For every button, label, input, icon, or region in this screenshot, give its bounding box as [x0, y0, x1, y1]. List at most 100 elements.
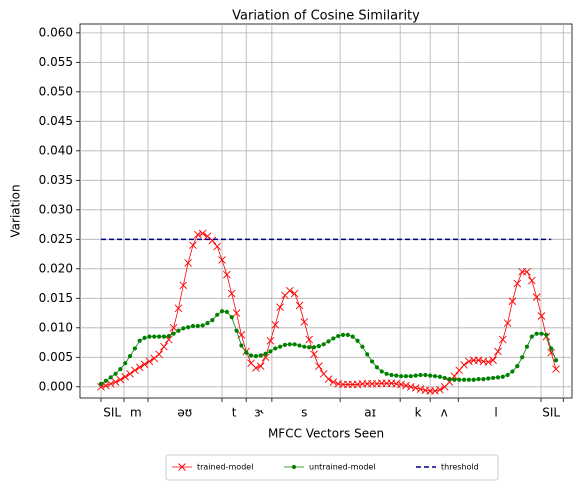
- x-tick-label: t: [232, 406, 237, 420]
- data-point: [258, 353, 263, 358]
- data-point: [102, 381, 110, 390]
- data-point: [166, 333, 171, 339]
- data-point: [537, 312, 546, 320]
- y-tick-label: 0.040: [39, 143, 73, 157]
- data-point: [108, 375, 113, 380]
- data-point: [321, 342, 326, 347]
- data-point: [423, 372, 428, 378]
- data-point: [147, 334, 152, 339]
- data-point: [394, 373, 399, 378]
- data-point: [534, 331, 539, 336]
- data-point: [331, 336, 336, 341]
- y-tick-label: 0.030: [39, 202, 73, 216]
- data-point: [431, 387, 439, 395]
- data-point: [263, 351, 268, 356]
- data-point: [186, 325, 191, 330]
- data-point: [169, 323, 178, 332]
- data-point: [142, 335, 147, 340]
- data-point: [116, 375, 125, 384]
- x-tick-label: l: [494, 406, 497, 420]
- data-point: [495, 375, 501, 380]
- x-tick-label: əʊ: [177, 406, 192, 420]
- data-point: [484, 358, 493, 366]
- data-point: [315, 362, 323, 370]
- data-point: [310, 350, 318, 359]
- data-point: [457, 377, 462, 382]
- data-point: [239, 343, 244, 348]
- plot-frame: [79, 23, 573, 399]
- y-tick-label: 0.005: [39, 350, 73, 364]
- data-point: [389, 372, 394, 378]
- data-point: [494, 347, 502, 356]
- data-point: [218, 256, 226, 264]
- data-point: [513, 279, 522, 288]
- data-point: [268, 349, 273, 354]
- data-point: [123, 361, 128, 366]
- data-point: [227, 289, 236, 298]
- y-axis-label: Variation: [9, 184, 23, 237]
- data-point: [137, 338, 142, 343]
- legend-box: [165, 454, 499, 481]
- data-point: [524, 344, 530, 349]
- data-point: [402, 381, 410, 390]
- legend-label: untrained-model: [309, 463, 376, 472]
- data-point: [290, 289, 299, 298]
- data-point: [266, 336, 275, 345]
- data-point: [532, 293, 541, 301]
- data-point: [447, 377, 452, 382]
- data-point: [271, 321, 280, 329]
- data-point: [436, 385, 444, 394]
- data-point: [229, 315, 234, 320]
- data-point: [399, 374, 404, 379]
- data-point: [329, 378, 338, 386]
- data-point: [418, 372, 423, 378]
- data-point: [476, 377, 481, 382]
- x-tick-label: aɪ: [364, 406, 376, 420]
- y-tick-label: 0.035: [39, 173, 73, 187]
- y-tick-label: 0.060: [39, 25, 73, 39]
- data-point: [176, 328, 181, 333]
- data-point: [403, 374, 409, 379]
- data-point: [365, 352, 370, 357]
- data-point: [300, 318, 309, 326]
- x-tick-label: SIL: [542, 406, 560, 420]
- data-point: [215, 312, 220, 317]
- data-point: [282, 342, 288, 348]
- data-point: [528, 276, 536, 285]
- data-point: [350, 334, 355, 339]
- y-tick-label: 0.020: [39, 261, 73, 275]
- data-point: [181, 326, 186, 331]
- data-point: [106, 380, 115, 388]
- x-tick-label: m: [130, 406, 142, 420]
- y-tick-label: 0.055: [39, 55, 73, 69]
- data-point: [360, 344, 365, 349]
- data-point: [145, 357, 154, 366]
- data-point: [307, 345, 312, 350]
- data-point: [224, 309, 229, 314]
- legend-label: threshold: [441, 463, 479, 472]
- y-tick-label: 0.000: [39, 379, 73, 393]
- data-point: [355, 338, 360, 343]
- data-point: [223, 270, 231, 279]
- data-point: [113, 371, 118, 376]
- data-point: [97, 382, 105, 391]
- data-point: [253, 354, 259, 359]
- data-point: [460, 361, 468, 369]
- data-point: [406, 382, 415, 391]
- data-point: [252, 364, 260, 372]
- data-point: [278, 344, 283, 349]
- series-line: [100, 232, 557, 392]
- x-tick-label: SIL: [103, 406, 121, 420]
- data-point: [140, 360, 149, 369]
- data-point: [232, 309, 241, 317]
- data-point: [345, 332, 350, 337]
- data-point: [273, 346, 278, 351]
- data-point: [171, 331, 176, 336]
- y-tick-label: 0.010: [39, 320, 73, 334]
- data-point: [505, 372, 510, 378]
- data-point: [156, 334, 162, 339]
- data-point: [552, 365, 560, 373]
- y-tick-label: 0.025: [39, 232, 73, 246]
- data-point: [529, 334, 534, 339]
